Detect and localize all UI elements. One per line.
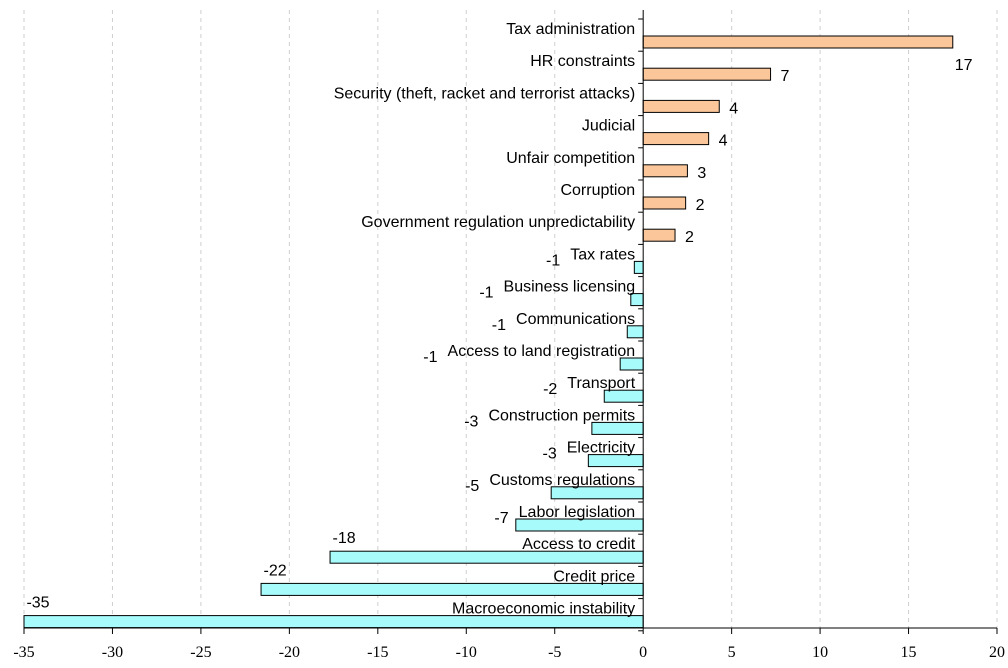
- category-label: Customs regulations: [489, 472, 635, 489]
- bar: [642, 228, 676, 242]
- category-label: Communications: [516, 311, 635, 328]
- value-label: 4: [729, 100, 738, 117]
- value-label: -3: [542, 446, 556, 463]
- category-label: Judicial: [582, 118, 635, 135]
- bar: [642, 67, 772, 81]
- category-label: Transport: [567, 375, 635, 392]
- value-label: 3: [697, 165, 706, 182]
- category-label: Unfair competition: [506, 150, 635, 167]
- category-label: Electricity: [567, 440, 635, 457]
- x-tick-label: 10: [812, 644, 828, 661]
- category-label: Tax rates: [570, 246, 635, 263]
- bar: [642, 35, 954, 49]
- value-label: -1: [479, 285, 493, 302]
- x-tick-label: 15: [901, 644, 917, 661]
- category-label: Tax administration: [506, 21, 635, 38]
- value-label: -35: [26, 595, 49, 612]
- value-label: -1: [423, 349, 437, 366]
- category-label: Security (theft, racket and terrorist at…: [334, 85, 635, 102]
- category-label: Access to credit: [522, 536, 635, 553]
- value-label: -7: [494, 510, 508, 527]
- category-label: Corruption: [560, 182, 635, 199]
- category-label: Macroeconomic instability: [452, 601, 635, 618]
- value-label: -1: [546, 252, 560, 269]
- value-label: -22: [263, 562, 286, 579]
- value-label: 2: [696, 197, 705, 214]
- category-label: Labor legislation: [519, 504, 636, 521]
- x-tick-label: -25: [190, 644, 211, 661]
- x-tick-label: -30: [102, 644, 123, 661]
- axes: -35 -30 -25 -20 -15 -10 -5 0 5 10 15 20: [13, 10, 1005, 661]
- value-label: -18: [332, 530, 355, 547]
- value-label: 2: [685, 229, 694, 246]
- bar: [642, 99, 720, 113]
- category-label: Government regulation unpredictability: [361, 214, 635, 231]
- labels: Tax administration 17 HR constraints 7 Secur…: [26, 21, 972, 618]
- bar: [633, 260, 644, 274]
- x-tick-label: -20: [279, 644, 300, 661]
- gridlines: [23, 10, 998, 628]
- x-tick-label: -10: [456, 644, 477, 661]
- category-label: Credit price: [553, 568, 635, 585]
- x-tick-label: -35: [13, 644, 34, 661]
- value-label: -5: [465, 478, 479, 495]
- value-label: -2: [543, 381, 557, 398]
- x-tick-label: -5: [548, 644, 561, 661]
- value-label: -3: [464, 413, 478, 430]
- x-tick-label: -15: [367, 644, 388, 661]
- category-label: Business licensing: [504, 279, 636, 296]
- value-label: 7: [781, 68, 790, 85]
- x-tick-label: 5: [728, 644, 736, 661]
- x-tick-label: 0: [639, 644, 647, 661]
- category-label: HR constraints: [530, 53, 635, 70]
- value-label: 17: [955, 57, 973, 74]
- bar: [642, 164, 688, 178]
- category-label: Access to land registration: [448, 343, 636, 360]
- value-label: -1: [492, 317, 506, 334]
- x-tick-label: 20: [989, 644, 1005, 661]
- value-label: 4: [719, 133, 728, 150]
- bar: [642, 132, 710, 146]
- category-label: Construction permits: [488, 407, 635, 424]
- bars: [23, 35, 954, 629]
- bar: [642, 196, 687, 210]
